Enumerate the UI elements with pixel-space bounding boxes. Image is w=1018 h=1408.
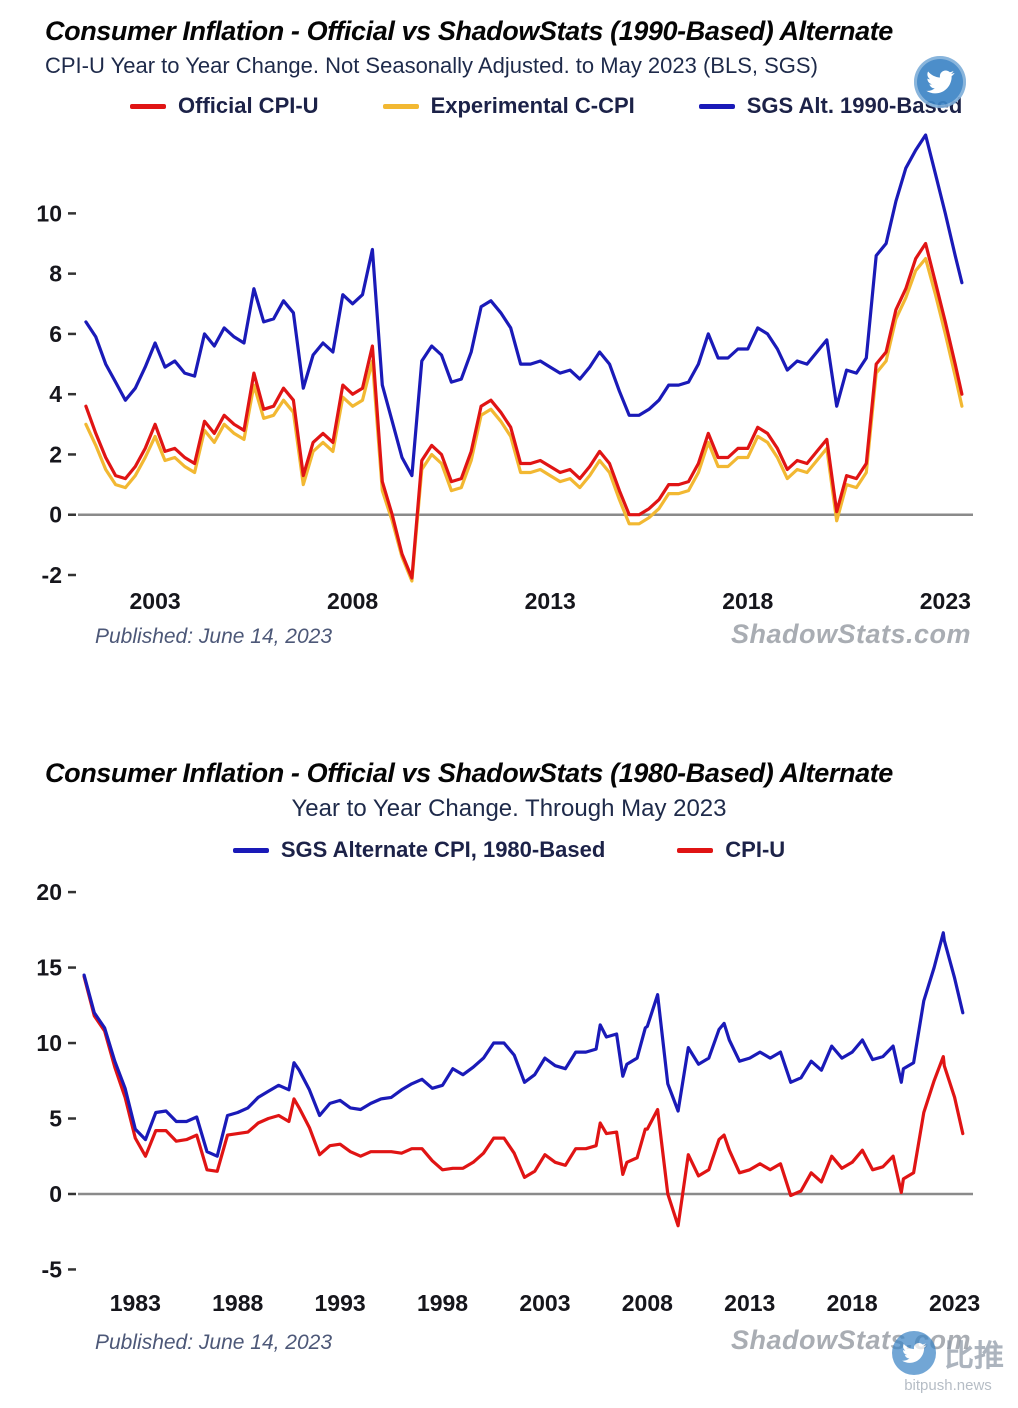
- legend-item-experimental-ccpi: Experimental C-CPI: [382, 93, 635, 119]
- svg-text:8: 8: [49, 261, 62, 287]
- svg-text:0: 0: [49, 502, 62, 528]
- bitpush-domain: bitpush.news: [904, 1377, 992, 1394]
- chart-subtitle: Year to Year Change. Through May 2023: [291, 795, 727, 822]
- bird-icon: [902, 1343, 927, 1363]
- svg-text:2023: 2023: [929, 1290, 980, 1316]
- bitpush-name: 比推: [944, 1340, 1004, 1373]
- legend-line-red-icon: [130, 103, 166, 109]
- svg-text:10: 10: [36, 200, 62, 226]
- chart-legend: SGS Alternate CPI, 1980-Based CPI-U: [45, 833, 973, 867]
- svg-text:2003: 2003: [519, 1290, 570, 1316]
- bird-icon: [926, 70, 955, 94]
- svg-text:2008: 2008: [327, 588, 378, 614]
- svg-text:-5: -5: [42, 1256, 63, 1282]
- bitpush-watermark: 比推 bitpush.news: [892, 1331, 1004, 1394]
- svg-text:15: 15: [36, 955, 62, 981]
- svg-text:1993: 1993: [315, 1290, 366, 1316]
- svg-text:2013: 2013: [525, 588, 576, 614]
- legend-line-blue-icon: [232, 847, 269, 853]
- svg-text:2: 2: [49, 441, 62, 467]
- chart-legend: Official CPI-U Experimental C-CPI SGS Al…: [130, 89, 973, 123]
- svg-text:1983: 1983: [110, 1290, 161, 1316]
- svg-text:2013: 2013: [724, 1290, 775, 1316]
- svg-text:2023: 2023: [920, 588, 971, 614]
- published-note: Published: June 14, 2023: [95, 1331, 333, 1354]
- bitpush-bird-icon: [892, 1331, 936, 1375]
- chart-panel-1980: Consumer Inflation - Official vs ShadowS…: [0, 742, 1018, 1356]
- svg-text:10: 10: [36, 1030, 62, 1056]
- svg-text:5: 5: [49, 1106, 62, 1132]
- svg-text:4: 4: [49, 381, 62, 407]
- svg-text:2003: 2003: [129, 588, 180, 614]
- svg-text:2018: 2018: [827, 1290, 878, 1316]
- legend-line-gold-icon: [382, 103, 419, 109]
- chart-subtitle: CPI-U Year to Year Change. Not Seasonall…: [45, 53, 818, 78]
- legend-line-blue-icon: [698, 103, 735, 109]
- svg-text:-2: -2: [42, 562, 62, 588]
- shadowstats-watermark: ShadowStats.com: [730, 619, 971, 649]
- bitpush-logo-top: [914, 56, 966, 108]
- chart-footer: Published: June 14, 2023 ShadowStats.com: [45, 1325, 973, 1356]
- legend-item-sgs-alt-1980: SGS Alternate CPI, 1980-Based: [232, 837, 605, 863]
- inflation-plot-1980-based: -5 0 5 10 15 20 1983 1988 1993 1998 2003 2008 2013 20…: [36, 879, 980, 1316]
- svg-text:20: 20: [36, 879, 62, 905]
- published-note: Published: June 14, 2023: [95, 625, 333, 648]
- svg-text:2018: 2018: [722, 588, 773, 614]
- chart-footer: Published: June 14, 2023 ShadowStats.com: [45, 619, 973, 650]
- svg-text:2008: 2008: [622, 1290, 673, 1316]
- chart-panel-1990: Consumer Inflation - Official vs ShadowS…: [0, 0, 1018, 650]
- legend-line-red-icon: [677, 847, 714, 853]
- legend-item-cpiu: CPI-U: [677, 837, 785, 863]
- chart-title: Consumer Inflation - Official vs ShadowS…: [45, 758, 893, 788]
- svg-text:0: 0: [49, 1181, 62, 1207]
- chart-title: Consumer Inflation - Official vs ShadowS…: [45, 16, 893, 46]
- svg-text:1998: 1998: [417, 1290, 468, 1316]
- svg-text:1988: 1988: [212, 1290, 263, 1316]
- legend-item-official-cpiu: Official CPI-U: [130, 93, 319, 119]
- inflation-plot-1990-based: -2 0 2 4 6 8 10 2003 2008 2013 2018 2023: [36, 133, 973, 614]
- svg-text:6: 6: [49, 321, 62, 347]
